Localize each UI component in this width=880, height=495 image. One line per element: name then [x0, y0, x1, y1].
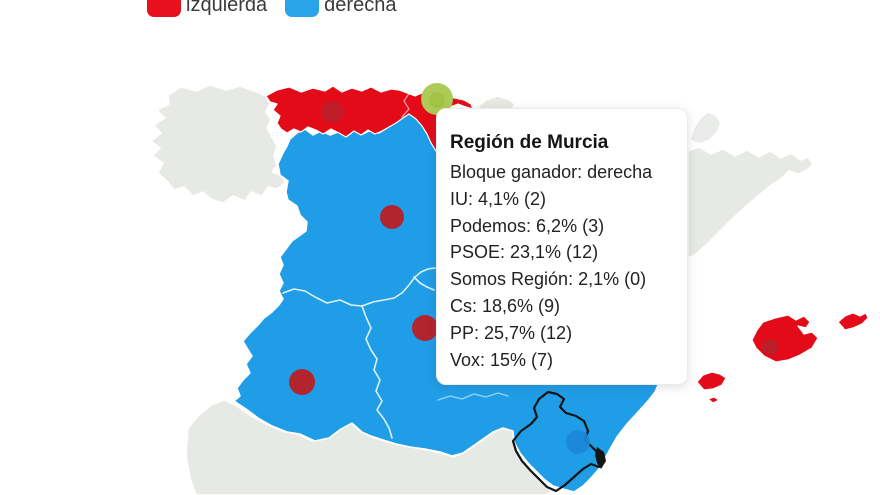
legend: izquierda derecha	[147, 0, 414, 17]
border-madrid	[413, 276, 435, 291]
tooltip-result-podemos: Podemos: 6,2% (3)	[450, 215, 605, 236]
legend-swatch-izquierda	[147, 0, 181, 17]
tooltip-result-iu: IU: 4,1% (2)	[450, 188, 547, 209]
city-marker-cantabria-center	[429, 92, 445, 108]
city-marker-murcia[interactable]	[566, 430, 590, 454]
region-mallorca[interactable]	[751, 314, 819, 363]
tooltip-title: Región de Murcia	[450, 132, 609, 153]
border-asturias-cantabria	[401, 91, 411, 118]
legend-label-derecha: derecha	[324, 0, 397, 16]
tooltip-winner: Bloque ganador: derecha	[450, 162, 653, 182]
tooltip-result-somos-region: Somos Región: 2,1% (0)	[450, 269, 647, 290]
city-marker-mallorca[interactable]	[762, 339, 778, 355]
tooltip-result-psoe: PSOE: 23,1% (12)	[450, 242, 599, 263]
city-marker-madrid[interactable]	[412, 315, 438, 341]
city-marker-castillayleon[interactable]	[380, 205, 404, 229]
legend-label-izquierda: izquierda	[186, 0, 268, 16]
border-extremadura-castillalamancha	[361, 305, 393, 439]
tooltip-region-murcia: Región de Murcia Bloque ganador: derecha…	[436, 108, 688, 385]
region-cataluna[interactable]	[687, 146, 814, 259]
murcia-coast-detail	[595, 447, 606, 469]
city-marker-extremadura[interactable]	[289, 369, 315, 395]
tooltip-result-cs: Cs: 18,6% (9)	[450, 295, 561, 316]
tooltip-result-pp: PP: 25,7% (12)	[450, 322, 573, 343]
border-castillayleon-castillalamancha	[282, 267, 436, 307]
region-galicia[interactable]	[150, 84, 286, 204]
border-rio	[437, 392, 509, 401]
legend-item-izquierda: izquierda	[147, 0, 267, 17]
city-marker-asturias[interactable]	[321, 101, 343, 123]
region-ibiza[interactable]	[696, 371, 727, 391]
tooltip-result-vox: Vox: 15% (7)	[450, 349, 554, 370]
region-menorca[interactable]	[837, 312, 869, 331]
region-murcia-outline[interactable]	[511, 390, 605, 493]
legend-swatch-derecha	[285, 0, 320, 17]
legend-item-derecha: derecha	[285, 0, 396, 17]
region-pirineo[interactable]	[689, 111, 722, 145]
region-formentera[interactable]	[707, 396, 720, 404]
